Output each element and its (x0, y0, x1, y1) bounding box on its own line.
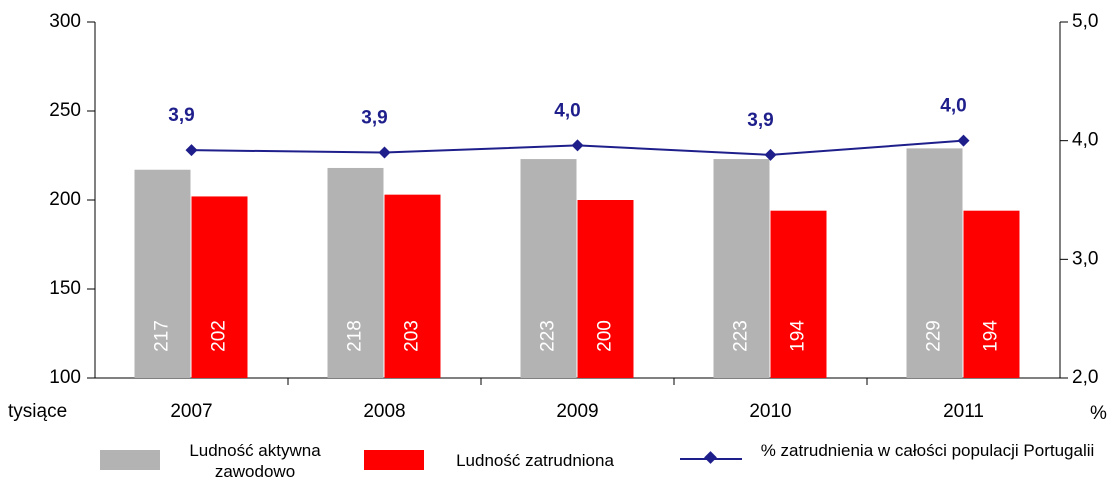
bar (384, 194, 441, 378)
y2-tick-label: 5,0 (1072, 11, 1098, 32)
x-tick-label: 2008 (363, 401, 405, 422)
y2-axis-label: % (1090, 403, 1107, 424)
line-marker (764, 148, 777, 161)
bar (963, 210, 1020, 378)
y-tick-label: 300 (49, 11, 81, 32)
bar (906, 148, 963, 378)
y2-tick-label: 4,0 (1072, 130, 1098, 151)
bar (770, 210, 827, 378)
x-tick-label: 2007 (170, 401, 212, 422)
line-value-label: 3,9 (747, 110, 773, 131)
bar-value-label: 229 (924, 320, 945, 352)
bar-value-label: 202 (209, 320, 230, 352)
bar (713, 159, 770, 378)
line-value-label: 3,9 (361, 108, 387, 129)
line-marker (378, 146, 391, 159)
bar (520, 159, 577, 378)
legend-label: Ludność aktywna zawodowo (189, 441, 321, 481)
line-marker (185, 144, 198, 157)
x-tick-label: 2010 (749, 401, 791, 422)
x-tick-label: 2009 (556, 401, 598, 422)
bar (134, 169, 191, 378)
bar-value-label: 203 (402, 320, 423, 352)
bar-value-label: 194 (981, 320, 1002, 352)
bar-value-label: 218 (345, 320, 366, 352)
legend-key (680, 451, 742, 464)
y2-tick-label: 2,0 (1072, 367, 1098, 388)
y-tick-label: 100 (49, 367, 81, 388)
line-value-label: 3,9 (168, 105, 194, 126)
legend-key (100, 450, 160, 470)
line-marker (571, 139, 584, 152)
y-tick-label: 250 (49, 100, 81, 121)
bar (577, 200, 634, 378)
y-tick-label: 200 (49, 189, 81, 210)
y-axis-label: tysiące (8, 401, 67, 422)
line-marker (957, 134, 970, 147)
x-tick-label: 2011 (943, 401, 984, 422)
bar-value-label: 223 (731, 320, 752, 352)
bar-value-label: 194 (788, 320, 809, 352)
line-value-label: 4,0 (554, 100, 580, 121)
bar (327, 167, 384, 378)
legend-label: Ludność zatrudniona (456, 451, 614, 470)
y-tick-label: 150 (49, 278, 81, 299)
legend-key (364, 450, 424, 470)
y2-tick-label: 3,0 (1072, 248, 1098, 269)
bar-value-label: 217 (152, 320, 173, 352)
bar (191, 196, 248, 378)
line-value-label: 4,0 (940, 96, 966, 117)
bar-value-label: 200 (595, 320, 616, 352)
bar-value-label: 223 (538, 320, 559, 352)
legend-label: % zatrudnienia w całości populacji Portu… (760, 441, 1095, 460)
